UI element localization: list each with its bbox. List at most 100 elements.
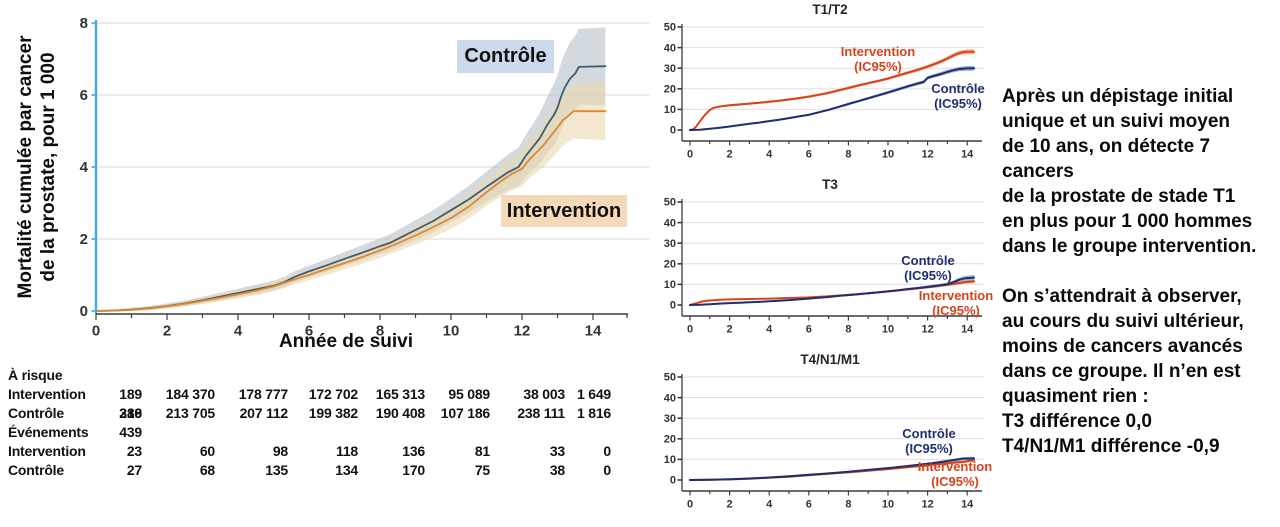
y-tick-label: 50 — [664, 197, 676, 209]
controle-curve — [689, 457, 976, 481]
risk-value-cell: 0 — [603, 462, 611, 478]
risk-value-cell: 165 313 — [375, 386, 425, 402]
x-tick-label: 0 — [92, 323, 100, 340]
y-tick-label: 50 — [664, 372, 676, 384]
x-tick-label: 6 — [806, 498, 812, 510]
intervention-curve — [689, 50, 976, 131]
x-tick-label: 6 — [305, 323, 313, 340]
controle-series-label: Contrôle (IC95%) — [902, 426, 956, 456]
risk-value-cell: 189 386 — [119, 386, 142, 421]
x-tick-label: 8 — [845, 323, 851, 335]
row-label: Intervention — [8, 386, 86, 402]
y-tick-label: 40 — [664, 42, 676, 54]
risk-value-cell: 38 — [549, 462, 565, 478]
risk-value-cell: 23 — [126, 443, 142, 459]
risk-value-cell: 0 — [603, 443, 611, 459]
controle-curve — [689, 276, 976, 306]
y-tick-label: 30 — [664, 238, 676, 250]
chart-title-t4n1m1: T4/N1/M1 — [800, 352, 860, 367]
x-tick-label: 4 — [234, 323, 243, 340]
x-tick-label: 2 — [163, 323, 171, 340]
y-tick-label: 50 — [664, 22, 676, 34]
x-tick-label: 0 — [687, 498, 693, 510]
risk-value-cell: 134 — [335, 462, 358, 478]
x-tick-label: 2 — [727, 323, 733, 335]
chart-panel-t3: T3 0 10 20 30 40 50 0 2 4 6 8 10 12 14 Contrôle (IC95… — [660, 175, 1000, 343]
intervention-confidence-band — [96, 82, 606, 312]
risk-table-section-header: Événements — [8, 424, 89, 440]
row-label: Contrôle — [8, 462, 64, 478]
commentary-paragraph-1: Après un dépistage initial unique et un … — [1002, 86, 1257, 257]
chart-panel-t1t2: T1/T2 0 10 20 30 40 50 0 2 4 6 8 10 12 14 Interventio… — [660, 0, 1000, 168]
table-row: Intervention 189 386 184 370 178 777 172 702… — [8, 385, 618, 421]
y-tick-label: 8 — [80, 15, 88, 32]
legend-controle: Contrôle — [457, 40, 554, 73]
risk-value-cell: 1 816 — [576, 405, 611, 421]
table-row: Intervention 23 60 98 118 136 81 33 0 — [8, 442, 618, 461]
x-tick-label: 6 — [806, 323, 812, 335]
x-tick-label: 6 — [806, 148, 812, 160]
chart-title-t3: T3 — [822, 177, 838, 192]
risk-value-cell: 1 649 — [576, 386, 611, 402]
intervention-confidence-band — [690, 49, 975, 131]
x-tick-label: 12 — [921, 323, 933, 335]
y-tick-label: 10 — [664, 104, 676, 116]
main-x-axis-label: Année de suivi — [278, 331, 414, 352]
x-tick-label: 14 — [961, 148, 974, 160]
controle-curve — [95, 65, 607, 312]
risk-value-cell: 27 — [126, 462, 142, 478]
commentary: Après un dépistage initial unique et un … — [1002, 84, 1280, 484]
y-tick-label: 30 — [664, 63, 676, 75]
y-tick-label: 0 — [670, 475, 676, 487]
risk-value-cell: 107 186 — [440, 405, 490, 421]
x-tick-label: 12 — [514, 323, 531, 340]
intervention-series-label: Intervention (IC95%) — [918, 288, 994, 318]
risk-value-cell: 199 382 — [308, 405, 358, 421]
x-tick-label: 10 — [443, 323, 460, 340]
controle-curve — [689, 67, 976, 131]
x-tick-label: 10 — [882, 148, 894, 160]
t4n1m1-chart: 0 10 20 30 40 50 0 2 4 6 8 10 12 14 — [664, 372, 984, 510]
x-tick-label: 14 — [961, 323, 974, 335]
risk-value-cell: 98 — [272, 443, 288, 459]
x-tick-label: 8 — [845, 498, 851, 510]
risk-value-cell: 190 408 — [375, 405, 425, 421]
table-row: Contrôle 27 68 135 134 170 75 38 0 — [8, 461, 618, 480]
commentary-paragraph-2: On s’attendrait à observer, au cours du … — [1002, 286, 1244, 457]
t1t2-chart: 0 10 20 30 40 50 0 2 4 6 8 10 12 14 — [664, 22, 984, 160]
x-tick-label: 4 — [766, 323, 773, 335]
x-tick-label: 12 — [921, 498, 933, 510]
risk-value-cell: 118 — [336, 443, 358, 459]
risk-value-cell: 219 439 — [119, 405, 142, 440]
controle-series-label: Contrôle (IC95%) — [901, 253, 955, 283]
chart-title-t1t2: T1/T2 — [812, 2, 848, 17]
risk-value-cell: 81 — [474, 443, 490, 459]
main-chart-panel: Mortalité cumulée par cancer de la prost… — [8, 15, 650, 480]
x-tick-label: 14 — [961, 498, 974, 510]
y-tick-label: 40 — [664, 392, 676, 404]
y-tick-label: 2 — [80, 231, 88, 248]
risk-value-cell: 213 705 — [165, 405, 215, 421]
y-tick-label: 10 — [664, 454, 676, 466]
intervention-series-label: Intervention (IC95%) — [840, 44, 916, 74]
risk-value-cell: 170 — [402, 462, 425, 478]
risk-value-cell: 95 089 — [448, 386, 490, 402]
table-row: Contrôle 219 439 213 705 207 112 199 382 190 … — [8, 404, 618, 440]
risk-value-cell: 75 — [474, 462, 490, 478]
risk-value-cell: 207 112 — [239, 405, 289, 421]
main-chart: 0 2 4 6 8 0 2 4 6 8 10 12 14 — [80, 15, 650, 340]
y-tick-label: 20 — [664, 259, 676, 271]
y-tick-label: 0 — [670, 125, 676, 137]
x-tick-label: 4 — [766, 148, 773, 160]
y-tick-label: 20 — [664, 434, 676, 446]
risk-table: À risque Intervention 189 386 184 370 178 77… — [8, 366, 618, 480]
risk-value-cell: 184 370 — [165, 386, 215, 402]
x-tick-label: 0 — [687, 323, 693, 335]
row-label: Intervention — [8, 443, 86, 459]
y-tick-label: 20 — [664, 84, 676, 96]
risk-value-cell: 60 — [199, 443, 215, 459]
y-tick-label: 4 — [80, 159, 89, 176]
intervention-curve — [95, 110, 607, 312]
x-tick-label: 8 — [376, 323, 384, 340]
risk-value-cell: 238 111 — [517, 405, 565, 421]
